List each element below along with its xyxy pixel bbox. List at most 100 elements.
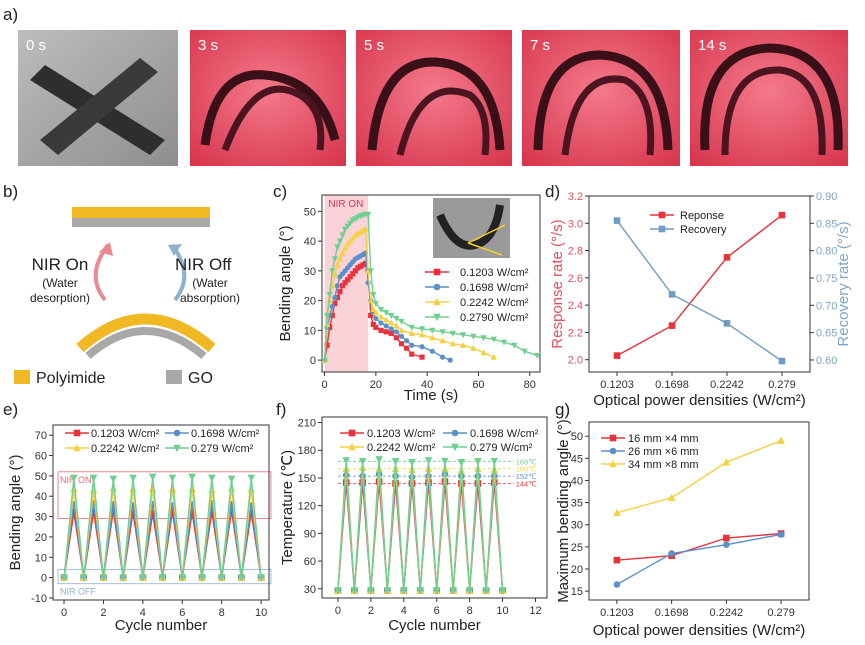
legend-marker — [73, 443, 81, 452]
series-3 — [613, 436, 785, 517]
data-point — [334, 587, 342, 595]
polyimide-swatch — [14, 370, 30, 384]
panel-label-f: f) — [276, 400, 286, 419]
inset-photo — [433, 198, 510, 258]
plot-frame — [588, 195, 811, 373]
y-tick-label: 0 — [310, 355, 316, 367]
data-point — [324, 342, 330, 348]
data-point — [99, 574, 108, 582]
x-tick-label: 6 — [434, 605, 440, 617]
y-tick-label: 10 — [35, 552, 47, 564]
data-point — [362, 225, 369, 232]
legend-item: 0.2242 W/cm² — [65, 443, 160, 455]
data-point — [139, 574, 147, 582]
data-point — [350, 271, 356, 277]
data-point — [332, 300, 338, 307]
data-point — [408, 458, 416, 467]
y-tick-label: 180 — [298, 445, 316, 457]
data-point — [778, 357, 786, 365]
data-point — [367, 268, 374, 275]
data-point — [723, 541, 730, 548]
data-point — [341, 226, 349, 233]
data-point — [227, 483, 236, 492]
data-point — [188, 484, 196, 493]
y-tick-label: 10 — [304, 325, 316, 337]
panel-label-e: e) — [3, 400, 18, 419]
data-point — [723, 534, 730, 542]
y-tick-label: 30 — [304, 584, 316, 596]
data-point — [373, 315, 379, 322]
data-point — [109, 475, 118, 484]
legend-item: 0.1698 W/cm² — [425, 282, 529, 294]
data-point — [388, 319, 395, 326]
data-point — [391, 458, 400, 466]
data-point — [393, 322, 400, 329]
y2-tick-label: 0.65 — [816, 328, 837, 340]
photo-time-label: 14 s — [698, 37, 726, 54]
data-point — [722, 458, 731, 466]
data-point — [429, 348, 435, 354]
series-3 — [321, 225, 497, 363]
y-tick-label: 2.8 — [568, 246, 583, 258]
legend-item: 0.1203 W/cm² — [340, 428, 436, 440]
data-point — [480, 349, 487, 356]
data-point — [373, 324, 379, 330]
data-point — [432, 587, 441, 595]
data-point — [383, 329, 389, 335]
data-point — [404, 345, 410, 351]
data-point — [393, 335, 399, 341]
series-line — [337, 481, 504, 591]
nir-off-annotation: NIR OFF — [60, 587, 96, 597]
legend-label: 16 mm ×4 mm — [628, 433, 699, 445]
x-tick-label: 12 — [529, 605, 541, 617]
data-point — [148, 473, 157, 481]
series-4 — [334, 456, 507, 595]
data-point — [383, 309, 390, 316]
data-point — [334, 283, 340, 289]
y-tick-label: 50 — [304, 206, 316, 218]
x-tick-label: 10 — [255, 607, 267, 619]
nir-on-sub2: desorption) — [30, 291, 90, 305]
y-tick-label: 40 — [35, 491, 47, 503]
y-tick-label: 0 — [41, 573, 47, 585]
series-line — [616, 214, 783, 357]
data-point — [383, 587, 392, 595]
legend-marker — [348, 429, 356, 437]
data-point — [778, 211, 786, 219]
data-point — [339, 283, 346, 289]
legend-label: 0.1698 W/cm² — [191, 428, 260, 440]
y2-tick-label: 0.70 — [816, 300, 837, 312]
data-point — [228, 507, 235, 514]
y-tick-label: 30 — [304, 266, 316, 278]
data-point — [388, 330, 394, 336]
data-point — [613, 217, 621, 224]
data-point — [90, 508, 97, 515]
data-point — [247, 509, 255, 516]
x-tick-label: 0.279 — [767, 607, 795, 619]
data-point — [363, 260, 369, 267]
y2-tick-label: 0.75 — [816, 273, 837, 285]
y-tick-label: 20 — [571, 564, 583, 576]
x-tick-label: 0.1698 — [655, 379, 689, 391]
photo-time-label: 0 s — [26, 37, 46, 54]
data-point — [613, 556, 621, 564]
legend-item: 0.1203 W/cm² — [65, 428, 160, 440]
data-point — [70, 509, 78, 516]
x-tick-label: 2 — [100, 607, 106, 619]
y-axis-label: Bending angle (°) — [277, 225, 294, 341]
x-tick-label: 0.1698 — [655, 607, 689, 619]
data-point — [409, 351, 415, 357]
data-point — [419, 354, 425, 360]
photo-time-label: 3 s — [198, 37, 218, 54]
data-point — [393, 329, 399, 335]
y-tick-label: 30 — [571, 520, 583, 532]
data-point — [534, 353, 541, 360]
data-point — [344, 223, 351, 230]
chart-g: 15 20 25 30 35 40 45 50 0.1203 0.1698 0.2242 0.279 O… — [555, 419, 810, 639]
x-tick-label: 20 — [370, 379, 382, 391]
data-point — [345, 277, 351, 283]
x-tick-label: 0 — [322, 379, 328, 391]
legend-marker — [451, 429, 459, 437]
data-point — [482, 587, 490, 595]
nir-on-label: NIR On — [32, 255, 89, 274]
